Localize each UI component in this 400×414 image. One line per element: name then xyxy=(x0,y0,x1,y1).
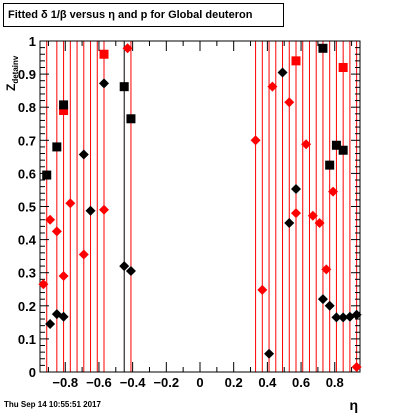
timestamp-label: Thu Sep 14 10:55:51 2017 xyxy=(4,400,101,409)
y-axis-label: Zdetainv xyxy=(4,55,20,91)
x-tick-label: 0.8 xyxy=(326,375,344,390)
plot-frame xyxy=(39,40,361,373)
diamond-marker xyxy=(45,319,56,330)
x-tick-label: −0.6 xyxy=(86,375,112,390)
diamond-marker xyxy=(51,226,62,237)
diamond-marker xyxy=(45,214,56,225)
square-marker xyxy=(42,170,52,180)
chart-title: Fitted δ 1/β versus η and p for Global d… xyxy=(3,3,284,27)
x-tick-label: 0 xyxy=(196,375,203,390)
diamond-marker xyxy=(291,183,301,194)
diamond-marker xyxy=(125,266,136,277)
y-tick-label: 0 xyxy=(29,365,36,380)
diamond-marker xyxy=(264,348,275,359)
diamond-marker xyxy=(99,78,109,89)
diamond-marker xyxy=(119,261,130,272)
square-marker xyxy=(59,106,69,116)
square-marker xyxy=(318,43,328,53)
diamond-marker xyxy=(351,309,362,320)
square-marker xyxy=(291,56,301,66)
diamond-marker xyxy=(78,249,89,260)
square-marker xyxy=(325,160,335,170)
diamond-marker xyxy=(58,271,69,282)
diamond-marker xyxy=(351,362,362,373)
diamond-marker xyxy=(284,97,295,108)
y-tick-label: 0.6 xyxy=(18,166,36,181)
diamond-marker xyxy=(324,300,335,311)
diamond-marker xyxy=(291,208,301,219)
y-tick-label: 0.2 xyxy=(18,299,36,314)
square-marker xyxy=(119,82,129,92)
diamond-marker xyxy=(301,139,312,150)
square-marker xyxy=(126,114,136,124)
y-tick-label: 0.7 xyxy=(18,133,36,148)
y-tick-label: 0.5 xyxy=(18,200,36,215)
square-marker xyxy=(59,100,69,110)
diamond-marker xyxy=(65,198,76,209)
x-tick-label: −0.2 xyxy=(153,375,179,390)
y-tick-label: 0.1 xyxy=(18,332,36,347)
diamond-marker xyxy=(250,135,261,146)
square-marker xyxy=(338,62,348,72)
diamond-marker xyxy=(78,149,89,160)
x-tick-label: −0.8 xyxy=(52,375,78,390)
x-tick-label: 0.4 xyxy=(258,375,277,390)
x-tick-label: 0.2 xyxy=(225,375,243,390)
diamond-marker xyxy=(328,186,339,197)
diamond-marker xyxy=(331,312,342,323)
y-tick-label: 0.3 xyxy=(18,266,36,281)
diamond-marker xyxy=(99,204,109,215)
square-marker xyxy=(338,145,348,155)
diamond-marker xyxy=(338,312,349,323)
square-marker xyxy=(331,140,341,150)
diamond-marker xyxy=(85,205,96,216)
y-tick-label: 0.8 xyxy=(18,100,36,115)
diamond-marker xyxy=(314,218,325,229)
diamond-marker xyxy=(38,279,49,290)
diamond-marker xyxy=(284,218,295,229)
square-marker xyxy=(52,142,62,152)
x-axis-label: η xyxy=(349,397,358,413)
x-tick-label: 0.6 xyxy=(292,375,310,390)
y-tick-label: 0.4 xyxy=(18,233,37,248)
square-marker xyxy=(99,49,109,59)
diamond-marker xyxy=(122,43,133,54)
y-tick-label: 0.9 xyxy=(18,67,36,82)
diamond-marker xyxy=(58,311,69,322)
diamond-marker xyxy=(321,264,332,275)
diamond-marker xyxy=(317,294,328,305)
diamond-marker xyxy=(307,210,318,221)
diamond-marker xyxy=(267,81,278,92)
diamond-marker xyxy=(257,284,268,295)
x-tick-label: −0.4 xyxy=(120,375,146,390)
diamond-marker xyxy=(277,67,288,78)
y-tick-label: 1 xyxy=(29,34,36,49)
